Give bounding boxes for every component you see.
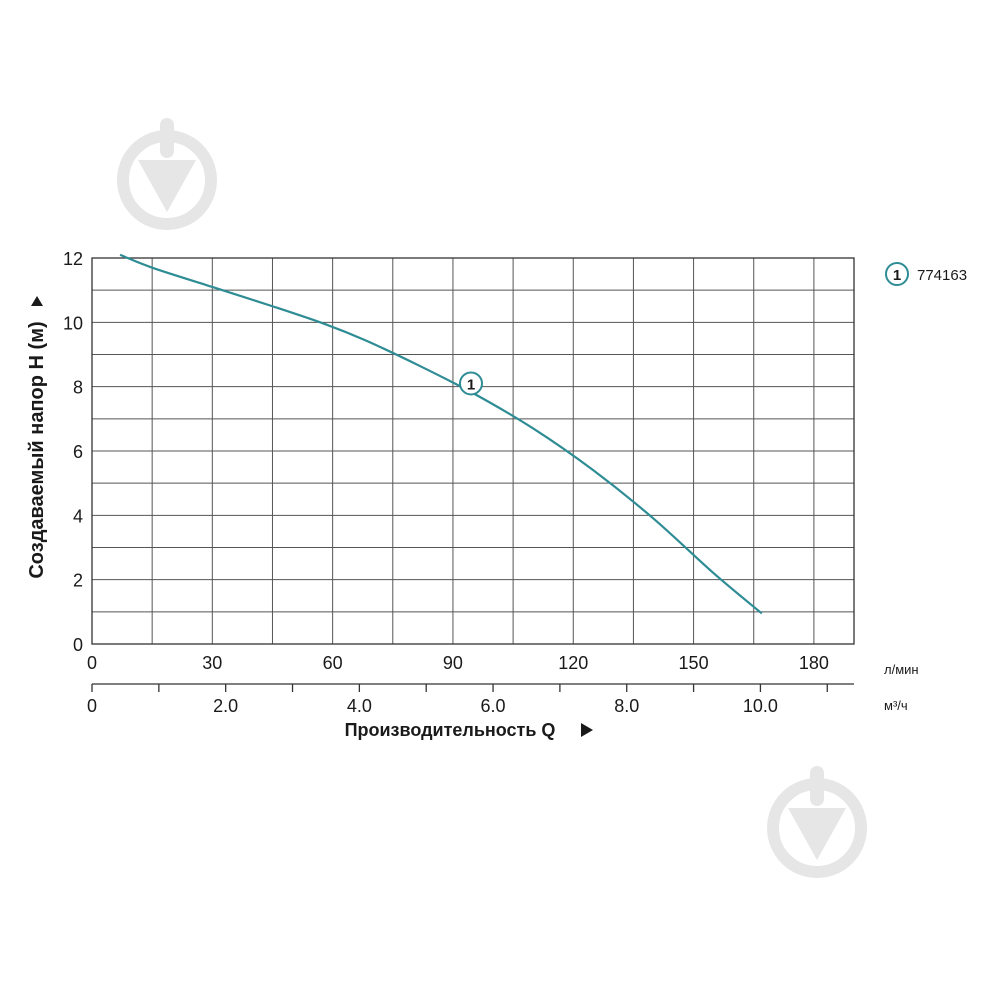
series-layer: 1	[119, 253, 763, 615]
y-axis-label: Создаваемый напор H (м)	[26, 321, 48, 578]
plot-frame	[91, 257, 855, 645]
x-tick-label-primary: 60	[323, 653, 343, 673]
x-tick-label-primary: 30	[202, 653, 222, 673]
watermark-logo-top	[117, 118, 217, 230]
legend: 1 774163	[885, 262, 967, 286]
legend-marker-label: 1	[893, 267, 901, 284]
x-axis-arrow-icon	[581, 723, 593, 737]
y-tick-label: 8	[73, 378, 83, 398]
y-tick-label: 4	[73, 506, 83, 526]
legend-marker	[885, 262, 909, 286]
y-axis-arrow-icon	[31, 296, 43, 306]
chart-grid	[92, 258, 854, 644]
x-tick-label-primary: 180	[799, 653, 829, 673]
x-tick-label-secondary: 0	[87, 696, 97, 716]
y-tick-label: 2	[73, 571, 83, 591]
x-tick-label-secondary: 6.0	[481, 696, 506, 716]
x-tick-label-secondary: 2.0	[213, 696, 238, 716]
series-marker	[458, 371, 483, 396]
x-tick-labels-secondary: 0 2.0 4.0 6.0 8.0 10.0	[87, 684, 828, 716]
y-tick-label: 6	[73, 442, 83, 462]
x-tick-label-secondary: 10.0	[743, 696, 778, 716]
legend-series-name: 774163	[917, 267, 967, 284]
x-unit-primary: л/мин	[884, 662, 919, 677]
x-tick-label-primary: 150	[679, 653, 709, 673]
series-marker-label: 1	[467, 376, 475, 393]
x-tick-label-secondary: 4.0	[347, 696, 372, 716]
x-tick-label-primary: 120	[558, 653, 588, 673]
x-tick-label-primary: 0	[87, 653, 97, 673]
x-tick-labels-primary: 0 30 60 90 120 150 180	[87, 653, 829, 673]
series-line-774163	[119, 253, 763, 615]
y-tick-label: 12	[63, 249, 83, 269]
x-axis-label: Производительность Q	[345, 720, 556, 740]
y-tick-labels: 0 2 4 6 8 10 12	[63, 249, 83, 655]
y-tick-label: 10	[63, 313, 83, 333]
x-unit-secondary: м³/ч	[884, 698, 908, 713]
y-tick-label: 0	[73, 635, 83, 655]
x-tick-label-secondary: 8.0	[614, 696, 639, 716]
x-tick-label-primary: 90	[443, 653, 463, 673]
watermark-logo-bottom	[767, 766, 867, 878]
